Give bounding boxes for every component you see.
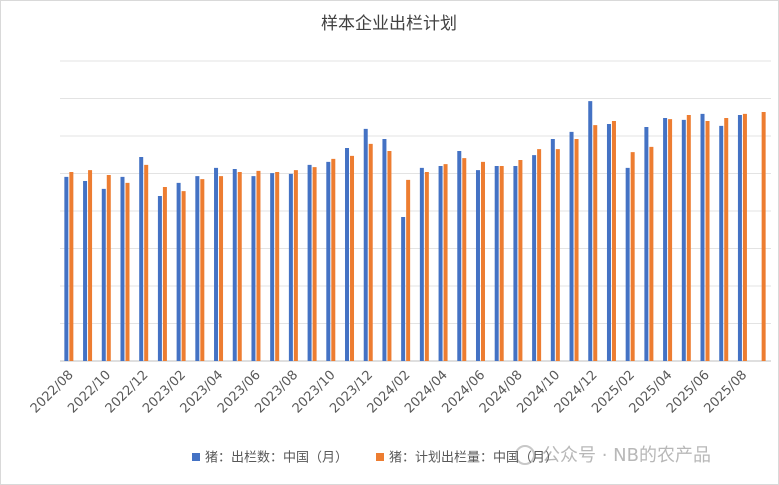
bar <box>588 101 593 361</box>
bar <box>724 118 729 361</box>
bar <box>644 127 649 361</box>
watermark: 公众号 · NB的农产品 <box>542 445 711 466</box>
bar <box>705 121 710 361</box>
bar <box>387 151 392 361</box>
watermark-icon <box>515 445 535 465</box>
legend-swatch <box>376 453 384 461</box>
bar <box>663 118 668 361</box>
chart-title: 样本企业出栏计划 <box>321 14 457 34</box>
bar <box>761 112 766 361</box>
bar <box>719 125 724 361</box>
bar <box>457 151 462 361</box>
bar <box>382 139 387 361</box>
bar <box>251 176 256 361</box>
bar <box>593 125 598 361</box>
bar <box>574 139 579 361</box>
bar <box>513 166 518 361</box>
bar <box>101 188 106 361</box>
bar <box>630 152 635 361</box>
bar <box>181 191 186 361</box>
bar <box>326 161 331 361</box>
bar <box>345 148 350 361</box>
bar <box>162 187 167 361</box>
bar <box>569 131 574 361</box>
bar <box>555 149 560 361</box>
bar <box>293 170 298 361</box>
bar <box>550 139 555 361</box>
bar <box>401 217 406 361</box>
bar <box>237 172 242 361</box>
bar <box>144 164 149 361</box>
bar <box>219 176 224 361</box>
bar <box>649 146 654 361</box>
bar <box>537 149 542 361</box>
bar <box>256 170 261 361</box>
bar <box>157 196 162 361</box>
legend-label: 猪：出栏数：中国（月） <box>205 451 348 466</box>
bar <box>518 160 523 361</box>
bar <box>668 119 673 361</box>
bar <box>611 121 616 361</box>
bar <box>438 166 443 361</box>
bar <box>424 172 429 361</box>
bar <box>83 181 88 361</box>
bar <box>214 167 219 361</box>
bar <box>125 182 130 361</box>
bar <box>69 172 74 361</box>
legend-label: 猪：计划出栏量：中国（月） <box>389 451 558 466</box>
bar <box>499 166 504 361</box>
bar <box>606 124 611 361</box>
bar <box>681 119 686 361</box>
bar <box>494 166 499 361</box>
bar <box>312 167 317 361</box>
bar <box>120 176 125 361</box>
bar <box>350 155 355 361</box>
bar <box>742 113 747 361</box>
bar <box>106 175 111 361</box>
bar <box>363 128 368 361</box>
bar <box>195 176 200 361</box>
bar <box>737 115 742 361</box>
bar <box>475 170 480 361</box>
bar <box>288 173 293 361</box>
bar <box>406 179 411 361</box>
bar <box>275 172 280 361</box>
legend-swatch <box>192 453 200 461</box>
bar <box>480 161 485 361</box>
bar <box>307 164 312 361</box>
bar <box>176 182 181 361</box>
bar <box>419 167 424 361</box>
bar <box>139 157 144 361</box>
bar <box>270 173 275 361</box>
bar <box>88 170 93 361</box>
bar <box>700 113 705 361</box>
bar <box>331 158 336 361</box>
bar <box>686 115 691 361</box>
bar <box>532 155 537 361</box>
bar <box>232 169 237 361</box>
bar <box>443 164 448 361</box>
bar <box>625 167 630 361</box>
bar <box>200 179 205 361</box>
bar <box>64 176 69 361</box>
bar <box>462 158 467 361</box>
bar <box>368 143 373 361</box>
